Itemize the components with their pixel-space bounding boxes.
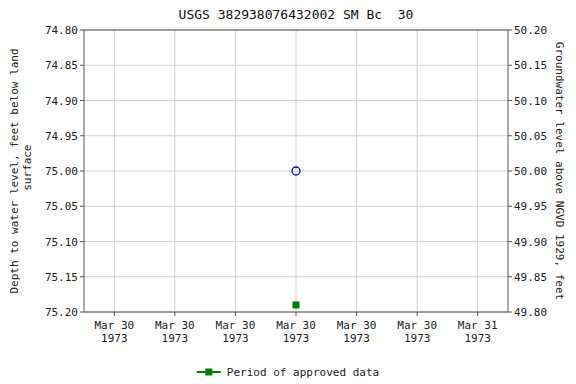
tick-label-line: Mar 30 [337, 319, 377, 332]
legend-label: Period of approved data [227, 366, 379, 379]
tick-label: 74.90 [45, 95, 78, 108]
tick [80, 312, 84, 313]
tick-label: 50.20 [514, 24, 547, 37]
tick [508, 206, 512, 207]
tick-label-line: Mar 30 [397, 319, 437, 332]
tick [417, 312, 418, 316]
chart: 74.80 74.85 74.90 74.95 75.00 75.05 75.10 75.15… [0, 0, 576, 384]
tick-label-line: 1973 [343, 332, 370, 345]
tick [508, 241, 512, 242]
plot-frame [84, 30, 508, 312]
grid-line [174, 30, 175, 312]
tick [80, 171, 84, 172]
tick [296, 312, 297, 316]
tick-label: Mar 301973 [94, 319, 134, 345]
grid-line [114, 30, 115, 312]
tick-label: Mar 301973 [276, 319, 316, 345]
tick [508, 276, 512, 277]
tick-label-line: 1973 [404, 332, 431, 345]
grid-line [417, 30, 418, 312]
y-label-line: surface [21, 145, 34, 198]
y2-label: Groundwater level above NGVD 1929, feet [553, 42, 566, 300]
tick [80, 65, 84, 66]
title: USGS 382938076432002 SM Bc 30 [179, 7, 414, 22]
tick-label-line: Mar 30 [94, 319, 134, 332]
tick-label: 49.95 [514, 200, 547, 213]
tick-label-line: 1973 [464, 332, 491, 345]
tick-label-line: Mar 30 [276, 319, 316, 332]
y-label: Depth to water level, feet below land su… [8, 48, 34, 293]
tick-label: 74.95 [45, 130, 78, 143]
tick-label: 75.10 [45, 236, 78, 249]
tick-label: 50.00 [514, 165, 547, 178]
grid-line [296, 30, 297, 312]
tick [80, 30, 84, 31]
tick-label-line: 1973 [101, 332, 128, 345]
plot-area [84, 30, 508, 312]
tick [508, 100, 512, 101]
tick-label: Mar 301973 [216, 319, 256, 345]
tick [356, 312, 357, 316]
tick [80, 135, 84, 136]
y-label-line: Depth to water level, feet below land [8, 48, 21, 293]
tick-label-line: Mar 31 [458, 319, 498, 332]
tick [477, 312, 478, 316]
marks [292, 167, 300, 308]
tick-label: 75.00 [45, 165, 78, 178]
tick-label-line: 1973 [222, 332, 249, 345]
grid [84, 30, 508, 312]
tick-label: Mar 301973 [155, 319, 195, 345]
tick [508, 30, 512, 31]
tick-label: Mar 301973 [397, 319, 437, 345]
y2-axis: 50.20 50.15 50.10 50.05 50.00 49.95 49.90 49.85… [508, 24, 547, 319]
tick-label-line: Mar 30 [216, 319, 256, 332]
tick-label: 50.15 [514, 59, 547, 72]
tick-label-line: Mar 30 [155, 319, 195, 332]
point [292, 167, 300, 175]
legend-item: Period of approved data [197, 366, 379, 379]
tick [174, 312, 175, 316]
tick [235, 312, 236, 316]
legend: Period of approved data [197, 366, 379, 379]
grid-line [356, 30, 357, 312]
tick [508, 171, 512, 172]
tick-label: 49.80 [514, 306, 547, 319]
tick [114, 312, 115, 316]
tick [80, 276, 84, 277]
tick-label-line: 1973 [283, 332, 310, 345]
tick-label: Mar 301973 [337, 319, 377, 345]
tick-label: 49.90 [514, 236, 547, 249]
tick [508, 135, 512, 136]
tick-label-line: 1973 [162, 332, 189, 345]
tick-label: 50.05 [514, 130, 547, 143]
tick-label: 74.80 [45, 24, 78, 37]
x-axis: Mar 301973Mar 301973Mar 301973Mar 301973… [94, 312, 497, 345]
tick [80, 241, 84, 242]
y-axis: 74.80 74.85 74.90 74.95 75.00 75.05 75.10 75.15… [45, 24, 84, 319]
grid-line [477, 30, 478, 312]
tick-label: 75.15 [45, 271, 78, 284]
tick [80, 206, 84, 207]
legend-swatch-marker [206, 369, 212, 375]
tick-label: 50.10 [514, 95, 547, 108]
tick-label: 75.05 [45, 200, 78, 213]
tick [508, 65, 512, 66]
tick [508, 312, 512, 313]
grid-line [235, 30, 236, 312]
tick [80, 100, 84, 101]
tick-label: 49.85 [514, 271, 547, 284]
tick-label: 74.85 [45, 59, 78, 72]
tick-label: Mar 311973 [458, 319, 498, 345]
point [293, 302, 299, 308]
tick-label: 75.20 [45, 306, 78, 319]
